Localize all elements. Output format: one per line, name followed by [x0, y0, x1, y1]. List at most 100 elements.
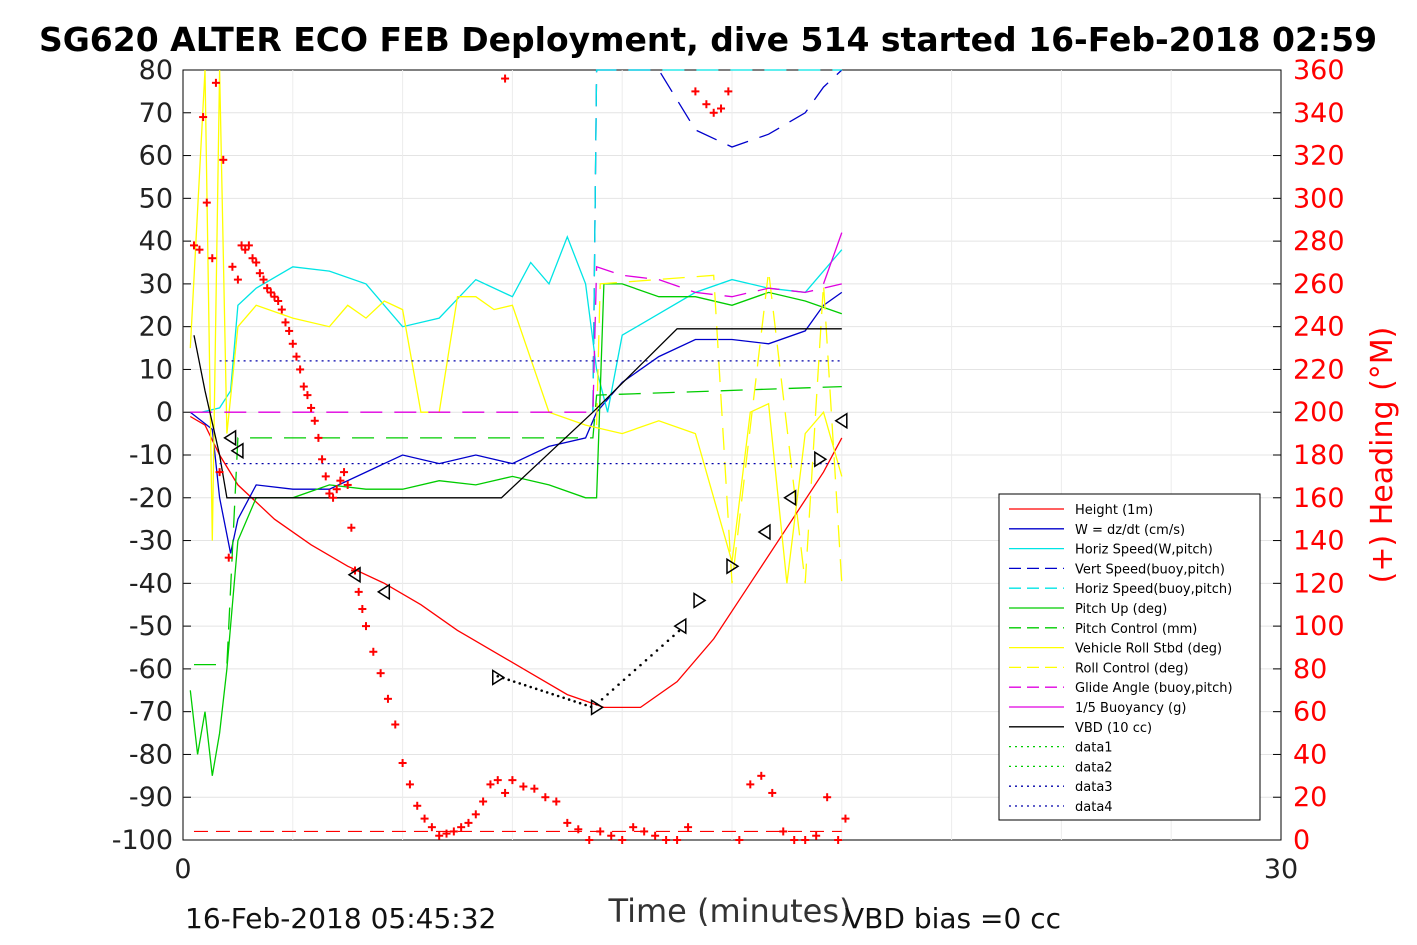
heading-point	[823, 793, 832, 802]
y-right-tick-label: 280	[1293, 226, 1345, 257]
heading-point	[224, 553, 233, 562]
heading-point	[215, 468, 224, 477]
heading-point	[336, 476, 345, 485]
heading-point	[189, 241, 198, 250]
legend-label: Pitch Up (deg)	[1075, 602, 1167, 617]
heading-point	[702, 100, 711, 109]
y-right-tick-label: 220	[1293, 354, 1345, 385]
heading-point	[493, 776, 502, 785]
legend-label: Horiz Speed(buoy,pitch)	[1075, 582, 1232, 597]
heading-point	[757, 771, 766, 780]
y-right-tick-label: 200	[1293, 397, 1345, 428]
y-right-tick-label: 160	[1293, 483, 1345, 514]
y-axis-right: 3603403203002802602402202001801601401201…	[1293, 55, 1345, 856]
depth-sample-dot	[606, 693, 609, 696]
triangle-marker	[834, 412, 848, 430]
heading-point	[354, 587, 363, 596]
series-line-horiz-speed-w-pitch-	[201, 235, 843, 413]
heading-point	[442, 829, 451, 838]
heading-point	[435, 831, 444, 840]
legend-label: VBD (10 cc)	[1075, 721, 1152, 736]
heading-point	[208, 254, 217, 263]
x-axis: 0 30	[174, 854, 1298, 885]
heading-point	[343, 480, 352, 489]
series-line-vbd-10-cc-	[193, 328, 842, 499]
y-tick-label: 60	[139, 141, 173, 172]
triangle-marker	[783, 489, 797, 507]
heading-point	[199, 113, 208, 122]
x-tick-label: 30	[1264, 854, 1298, 885]
depth-sample-dot	[529, 685, 532, 689]
heading-point	[486, 780, 495, 789]
y-tick-label: -100	[112, 825, 173, 856]
depth-sample-dot	[644, 658, 648, 662]
depth-sample-dot	[611, 688, 615, 691]
triangle-marker	[726, 557, 740, 575]
y-tick-label: -20	[129, 483, 173, 514]
heading-point	[383, 694, 392, 703]
depth-sample-dot	[672, 634, 675, 638]
heading-point	[277, 305, 286, 314]
heading-point	[362, 622, 370, 631]
y-right-tick-label: 80	[1293, 654, 1327, 685]
legend-label: Vehicle Roll Stbd (deg)	[1075, 642, 1222, 657]
heading-point	[640, 827, 649, 836]
depth-sample-dot	[600, 697, 604, 701]
x-axis-label: Time (minutes)	[608, 892, 852, 930]
depth-sample-dot	[545, 691, 549, 694]
legend-label: Vert Speed(buoy,pitch)	[1075, 562, 1225, 577]
heading-point	[501, 74, 510, 83]
heading-point	[233, 275, 242, 284]
legend-label: Glide Angle (buoy,pitch)	[1075, 681, 1233, 696]
footer-timestamp: 16-Feb-2018 05:45:32	[185, 902, 496, 935]
heading-point	[574, 825, 583, 834]
depth-sample-dot	[496, 674, 500, 678]
depth-sample-dot	[628, 673, 631, 677]
y-right-tick-label: 300	[1293, 183, 1345, 214]
heading-point	[321, 472, 330, 481]
legend-label: Horiz Speed(W,pitch)	[1075, 543, 1213, 558]
y-tick-label: 70	[139, 98, 173, 129]
y-axis-right-label: (+) Heading (°M)	[1365, 327, 1400, 584]
y-right-tick-label: 100	[1293, 611, 1345, 642]
triangle-marker	[673, 617, 687, 635]
heading-point	[508, 776, 517, 785]
heading-point	[629, 823, 638, 832]
depth-sample-dot	[584, 703, 587, 707]
series-line-pitch-control-mm-	[194, 385, 842, 666]
legend-label: data2	[1075, 760, 1113, 775]
heading-point	[255, 269, 264, 278]
heading-point	[340, 468, 349, 477]
heading-point	[413, 801, 422, 810]
depth-sample-dot	[501, 676, 505, 680]
heading-point	[241, 245, 250, 254]
heading-point	[296, 365, 305, 374]
depth-sample-dot	[573, 700, 576, 703]
heading-point	[464, 818, 473, 827]
depth-sample-dot	[666, 639, 670, 643]
y-right-tick-label: 120	[1293, 568, 1345, 599]
heading-point	[347, 523, 356, 532]
depth-sample-dot	[622, 678, 626, 682]
heading-point	[318, 455, 327, 464]
y-right-tick-label: 0	[1293, 825, 1310, 856]
legend-label: Pitch Control (mm)	[1075, 622, 1197, 637]
heading-point	[270, 292, 279, 301]
y-right-tick-label: 60	[1293, 697, 1327, 728]
heading-point	[724, 87, 733, 96]
heading-point	[252, 258, 261, 267]
depth-sample-dot	[540, 689, 543, 692]
y-tick-label: 30	[139, 269, 173, 300]
heading-point	[244, 241, 253, 250]
heading-point	[607, 831, 616, 840]
y-axis-left: 80 70 60 50 40 30 20 10 0 -10 -20 -30 -40 -50 -60 -70 -8…	[112, 55, 1281, 856]
heading-point	[391, 720, 400, 729]
heading-point	[329, 493, 338, 502]
depth-sample-dot	[595, 702, 598, 706]
y-tick-label: 10	[139, 354, 173, 385]
heading-point	[248, 254, 257, 263]
series-line-glide-angle-buoy-pitch-	[190, 265, 842, 413]
heading-point	[801, 836, 810, 844]
y-right-tick-label: 140	[1293, 526, 1345, 557]
triangle-marker	[223, 429, 237, 447]
